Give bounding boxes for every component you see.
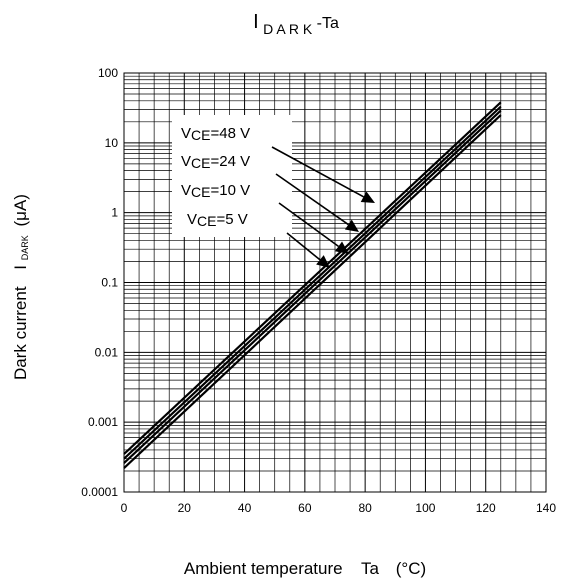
x-tick-label: 40 <box>238 501 252 515</box>
series-annotation-label: VCE=48 V <box>181 125 250 143</box>
annotation-text: =10 V <box>210 182 250 199</box>
y-tick-label: 0.0001 <box>81 485 118 499</box>
y-tick-label: 0.1 <box>101 276 118 290</box>
x-tick-label: 80 <box>358 501 372 515</box>
annotation-prefix: V <box>187 211 197 228</box>
x-tick-label: 140 <box>536 501 556 515</box>
series-lines <box>123 101 502 469</box>
y-axis-label-main: Dark current <box>11 286 30 380</box>
y-axis-label-symbol: I <box>11 265 30 270</box>
y-axis-label: Dark current I DARK (μA) <box>11 194 32 380</box>
chart-title-main: I <box>253 11 259 33</box>
annotation-text: =5 V <box>216 211 247 228</box>
x-tick-label: 100 <box>415 501 435 515</box>
annotation-text: =24 V <box>210 153 250 170</box>
series-line <box>123 114 502 469</box>
annotation-subscript: CE <box>191 127 210 143</box>
annotation-arrow-head <box>316 255 330 268</box>
annotation-arrow-head <box>334 241 349 254</box>
x-tick-label: 120 <box>476 501 496 515</box>
annotation-subscript: CE <box>197 213 216 229</box>
chart-title: I D A R K -Ta <box>253 11 339 38</box>
chart-title-subscript: D A R K <box>263 21 313 37</box>
series-line <box>123 105 502 460</box>
y-tick-label: 1 <box>111 206 118 220</box>
x-tick-label: 60 <box>298 501 312 515</box>
plot-frame <box>123 72 547 493</box>
series-annotation-label: VCE=10 V <box>181 182 250 200</box>
annotation-arrow-head <box>360 191 375 203</box>
x-tick-labels: 0 20 40 60 80 100 120 140 <box>121 501 557 515</box>
x-axis-label-unit: (°C) <box>396 559 426 578</box>
y-axis-label-symbol-sub: DARK <box>20 235 30 260</box>
series-line <box>123 101 502 455</box>
series-annotation-label: VCE=24 V <box>181 153 250 171</box>
y-axis-label-unit: (μA) <box>11 194 30 226</box>
x-axis-label-main: Ambient temperature <box>184 559 343 578</box>
annotation-arrows <box>271 146 375 268</box>
x-axis-label: Ambient temperature Ta (°C) <box>184 559 426 578</box>
annotation-subscript: CE <box>191 184 210 200</box>
y-tick-label: 0.001 <box>88 415 118 429</box>
y-tick-label: 0.01 <box>95 345 119 359</box>
y-tick-label: 100 <box>98 66 118 80</box>
y-tick-label: 10 <box>105 136 119 150</box>
annotation-arrow-head <box>344 219 359 232</box>
annotation-box <box>172 115 292 237</box>
annotation-arrow-shaft <box>278 202 339 247</box>
x-tick-label: 0 <box>121 501 128 515</box>
annotation-arrow-shaft <box>271 146 364 198</box>
x-tick-label: 20 <box>178 501 192 515</box>
annotation-arrow-shaft <box>286 232 321 261</box>
series-line <box>123 109 502 464</box>
annotation-prefix: V <box>181 182 191 199</box>
annotation-subscript: CE <box>191 155 210 171</box>
x-axis-label-symbol: Ta <box>361 559 380 578</box>
chart-title-suffix: -Ta <box>317 15 339 32</box>
y-tick-labels: 0.0001 0.001 0.01 0.1 1 10 100 <box>81 66 118 499</box>
annotation-text: =48 V <box>210 125 250 142</box>
series-annotation-label: VCE=5 V <box>187 211 248 229</box>
annotation-arrow-shaft <box>275 173 349 226</box>
annotation-prefix: V <box>181 153 191 170</box>
annotation-prefix: V <box>181 125 191 142</box>
